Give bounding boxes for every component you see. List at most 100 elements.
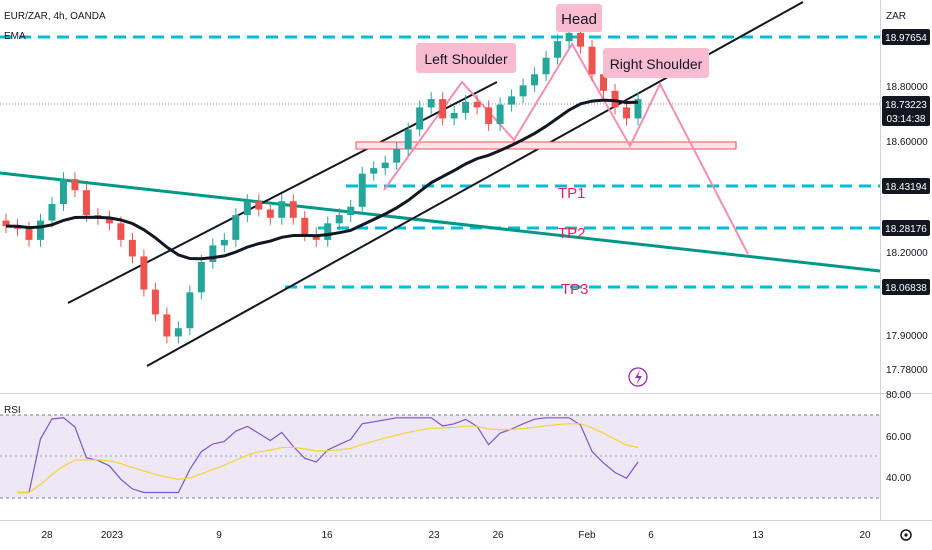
tp1-price-badge: 18.43194 bbox=[882, 178, 930, 194]
time-tick: 20 bbox=[859, 530, 871, 541]
price-tick: 17.78000 bbox=[886, 365, 928, 376]
time-tick: 6 bbox=[648, 530, 654, 541]
candle-body[interactable] bbox=[393, 148, 401, 163]
time-tick: 9 bbox=[216, 530, 222, 541]
svg-text:18.28176: 18.28176 bbox=[885, 224, 927, 235]
currency-label: ZAR bbox=[886, 11, 906, 22]
candle-body[interactable] bbox=[577, 32, 585, 47]
rsi-ma-line[interactable] bbox=[17, 422, 639, 494]
candle-body[interactable] bbox=[36, 220, 44, 240]
candle-body[interactable] bbox=[243, 201, 251, 216]
candle-body[interactable] bbox=[508, 96, 516, 105]
candle-body[interactable] bbox=[381, 162, 389, 169]
candle-body[interactable] bbox=[554, 41, 562, 58]
candle-body[interactable] bbox=[174, 328, 182, 337]
candle-body[interactable] bbox=[289, 201, 297, 218]
candle-body[interactable] bbox=[370, 168, 378, 174]
price-tick: 17.90000 bbox=[886, 331, 928, 342]
candle-body[interactable] bbox=[404, 129, 412, 149]
candle-body[interactable] bbox=[117, 223, 125, 240]
time-tick: 28 bbox=[41, 530, 53, 541]
gear-icon[interactable] bbox=[900, 529, 912, 541]
svg-text:Head: Head bbox=[561, 11, 597, 28]
candle-body[interactable] bbox=[186, 292, 194, 329]
candle-body[interactable] bbox=[151, 289, 159, 315]
candle-body[interactable] bbox=[255, 201, 263, 210]
rsi-line[interactable] bbox=[17, 417, 639, 494]
svg-text:18.43194: 18.43194 bbox=[885, 182, 927, 193]
svg-text:Right Shoulder: Right Shoulder bbox=[610, 56, 703, 72]
tp3-price-badge: 18.06838 bbox=[882, 279, 930, 295]
candle-body[interactable] bbox=[59, 179, 67, 204]
candle-body[interactable] bbox=[140, 256, 148, 290]
ema-indicator-label[interactable]: EMA bbox=[4, 31, 26, 42]
candle-body[interactable] bbox=[266, 209, 274, 218]
resistance-price-badge: 18.97654 bbox=[882, 29, 930, 45]
candle-body[interactable] bbox=[542, 57, 550, 75]
rsi-tick: 40.00 bbox=[886, 473, 911, 484]
candle-body[interactable] bbox=[473, 101, 481, 108]
candle-body[interactable] bbox=[324, 223, 332, 240]
time-tick: 2023 bbox=[101, 530, 124, 541]
candle-body[interactable] bbox=[209, 245, 217, 262]
candle-body[interactable] bbox=[128, 239, 136, 257]
candles[interactable] bbox=[2, 25, 642, 344]
candle-body[interactable] bbox=[519, 85, 527, 97]
lightning-icon[interactable] bbox=[628, 367, 648, 387]
svg-text:18.73223: 18.73223 bbox=[885, 100, 927, 111]
candle-body[interactable] bbox=[197, 261, 205, 293]
candle-body[interactable] bbox=[496, 104, 504, 124]
candle-body[interactable] bbox=[427, 99, 435, 108]
time-tick: 26 bbox=[492, 530, 504, 541]
candle-body[interactable] bbox=[634, 99, 642, 119]
candle-body[interactable] bbox=[335, 215, 343, 224]
candle-body[interactable] bbox=[232, 215, 240, 240]
right-shoulder-label[interactable]: Right Shoulder bbox=[603, 48, 709, 78]
price-tick: 18.60000 bbox=[886, 137, 928, 148]
candle-body[interactable] bbox=[588, 46, 596, 75]
candle-body[interactable] bbox=[220, 239, 228, 246]
candle-body[interactable] bbox=[82, 190, 90, 216]
head-label[interactable]: Head bbox=[556, 4, 602, 32]
candle-body[interactable] bbox=[450, 112, 458, 119]
tp1-label: TP1 bbox=[558, 185, 586, 202]
candle-body[interactable] bbox=[278, 201, 286, 218]
ema-line[interactable] bbox=[5, 98, 639, 261]
candle-body[interactable] bbox=[623, 107, 631, 119]
symbol-title[interactable]: EUR/ZAR, 4h, OANDA bbox=[4, 11, 106, 22]
candle-body[interactable] bbox=[531, 74, 539, 86]
candle-body[interactable] bbox=[2, 220, 10, 227]
rsi-tick: 80.00 bbox=[886, 390, 911, 401]
svg-text:18.97654: 18.97654 bbox=[885, 33, 927, 44]
candle-body[interactable] bbox=[358, 173, 366, 207]
candle-body[interactable] bbox=[347, 206, 355, 216]
neckline-zone[interactable] bbox=[355, 141, 737, 150]
candle-body[interactable] bbox=[163, 314, 171, 337]
time-tick: 13 bbox=[752, 530, 764, 541]
tp2-label: TP2 bbox=[558, 225, 586, 242]
candle-body[interactable] bbox=[301, 217, 309, 235]
candle-body[interactable] bbox=[611, 90, 619, 108]
descending-trendline[interactable] bbox=[0, 171, 881, 273]
candle-body[interactable] bbox=[48, 204, 56, 221]
tp3-label: TP3 bbox=[561, 281, 589, 298]
left-shoulder-label[interactable]: Left Shoulder bbox=[416, 43, 516, 73]
candle-body[interactable] bbox=[439, 99, 447, 119]
candle-body[interactable] bbox=[25, 228, 33, 240]
head-shoulders-pattern[interactable] bbox=[383, 42, 749, 255]
candle-body[interactable] bbox=[416, 107, 424, 130]
candle-body[interactable] bbox=[565, 32, 573, 42]
channel-upper-line[interactable] bbox=[67, 81, 498, 304]
current-price-badge: 18.73223 03:14:38 bbox=[882, 96, 930, 126]
rsi-indicator-label[interactable]: RSI bbox=[4, 405, 21, 416]
rsi-tick: 60.00 bbox=[886, 432, 911, 443]
candle-body[interactable] bbox=[600, 74, 608, 91]
candle-body[interactable] bbox=[485, 107, 493, 124]
price-tick: 18.80000 bbox=[886, 82, 928, 93]
candle-body[interactable] bbox=[71, 179, 79, 191]
svg-text:Left Shoulder: Left Shoulder bbox=[424, 51, 508, 67]
candle-body[interactable] bbox=[105, 217, 113, 224]
candle-body[interactable] bbox=[462, 101, 470, 113]
price-tick: 18.20000 bbox=[886, 248, 928, 259]
